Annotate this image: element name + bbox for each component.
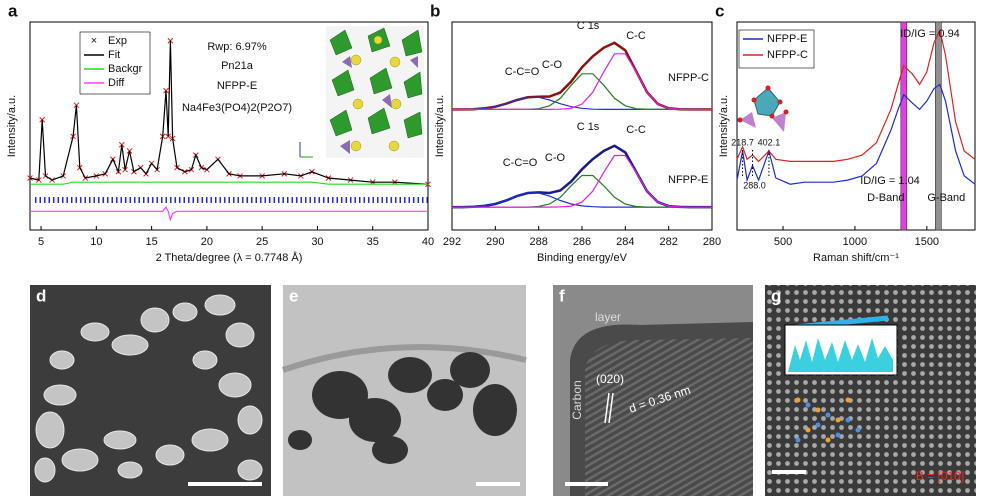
series-line <box>452 53 712 110</box>
legend-label: NFPP-C <box>767 49 808 61</box>
plot-frame <box>736 21 976 231</box>
x-axis-label: Raman shift/cm⁻¹ <box>813 252 899 264</box>
series-label: C-O <box>542 59 563 71</box>
x-tick-label: 10 <box>90 236 102 248</box>
peak-label: 288.0 <box>743 180 766 190</box>
series-label: NFPP-E <box>668 174 708 186</box>
micrograph-annotation: (020) <box>596 372 624 386</box>
micrograph-d <box>30 285 271 496</box>
x-tick-label: 500 <box>774 236 792 248</box>
annotation: Na4Fe3(PO4)2(P2O7) <box>182 102 292 114</box>
series-label: NFPP-C <box>668 72 709 84</box>
band <box>935 21 942 231</box>
annotation: C 1s <box>577 121 600 133</box>
micrograph-annotation: layer <box>595 310 621 324</box>
legend-label: Backgr <box>108 63 143 75</box>
y-axis-label: Intensity/a.u. <box>434 95 446 157</box>
series-label: C-O <box>545 152 566 164</box>
series-line <box>29 40 429 185</box>
legend-marker: × <box>91 35 97 47</box>
x-tick-label: 25 <box>256 236 268 248</box>
x-axis-label: Binding energy/eV <box>537 252 628 264</box>
x-tick-label: 40 <box>422 236 434 248</box>
panel-label: f <box>559 286 565 305</box>
series-line <box>736 83 976 185</box>
annotation: NFPP-E <box>217 80 257 92</box>
annotation: Rwp: 6.97% <box>207 41 267 53</box>
x-tick-label: 15 <box>145 236 157 248</box>
peak-label: 218.7 <box>731 137 754 147</box>
x-tick-label: 35 <box>367 236 379 248</box>
band <box>900 21 908 231</box>
series-label: C-C <box>626 124 646 136</box>
series-line <box>30 181 428 185</box>
panel-label: d <box>36 286 46 305</box>
panel-label: a <box>8 1 18 20</box>
y-axis-label: Intensity/a.u. <box>6 95 18 157</box>
y-axis-label: Intensity/a.u. <box>718 95 730 157</box>
x-tick-label: 280 <box>703 236 721 248</box>
series-label: C-C <box>626 30 646 42</box>
micrograph-e <box>282 285 527 496</box>
series-label: C-C=O <box>503 157 538 169</box>
x-tick-label: 284 <box>616 236 634 248</box>
x-tick-label: 290 <box>486 236 504 248</box>
series-label: C-C=O <box>505 66 540 78</box>
x-tick-label: 20 <box>201 236 213 248</box>
plot-frame <box>29 21 429 231</box>
x-tick-label: 1000 <box>843 236 867 248</box>
panel-label: g <box>771 286 781 305</box>
x-tick-label: 282 <box>659 236 677 248</box>
x-tick-label: 286 <box>573 236 591 248</box>
micrograph-g <box>765 285 976 496</box>
x-tick-label: 288 <box>529 236 547 248</box>
legend-label: NFPP-E <box>767 33 807 45</box>
annotation: ID/IG = 1.04 <box>860 175 920 187</box>
series-line <box>452 192 712 208</box>
x-tick-label: 30 <box>311 236 323 248</box>
panel-label: c <box>715 1 724 20</box>
micrograph-annotation: B = [010] <box>916 469 964 483</box>
x-tick-label: 5 <box>38 236 44 248</box>
panel-label: b <box>430 1 440 20</box>
legend-label: Fit <box>108 49 120 61</box>
band-label: D-Band <box>867 192 904 204</box>
panel-label: e <box>289 286 298 305</box>
legend-label: Diff <box>108 77 125 89</box>
annotation: C 1s <box>577 20 600 32</box>
legend-box <box>738 29 815 69</box>
annotation: Pn21a <box>221 60 254 72</box>
data-point <box>39 116 46 123</box>
peak-label: 402.1 <box>758 137 781 147</box>
series-line <box>452 154 712 208</box>
micrograph-annotation: Carbon <box>570 380 584 419</box>
x-tick-label: 292 <box>443 236 461 248</box>
x-axis-label: 2 Theta/degree (λ = 0.7748 Å) <box>156 251 303 264</box>
series-line <box>736 28 976 163</box>
band-label: G-Band <box>927 192 965 204</box>
micrograph-f <box>553 285 753 496</box>
crystal-inset <box>299 26 424 158</box>
legend-label: Exp <box>108 35 127 47</box>
annotation: ID/IG = 0.94 <box>900 28 960 40</box>
structure-inset <box>737 85 789 132</box>
x-tick-label: 1500 <box>915 236 939 248</box>
series-line <box>30 206 428 222</box>
